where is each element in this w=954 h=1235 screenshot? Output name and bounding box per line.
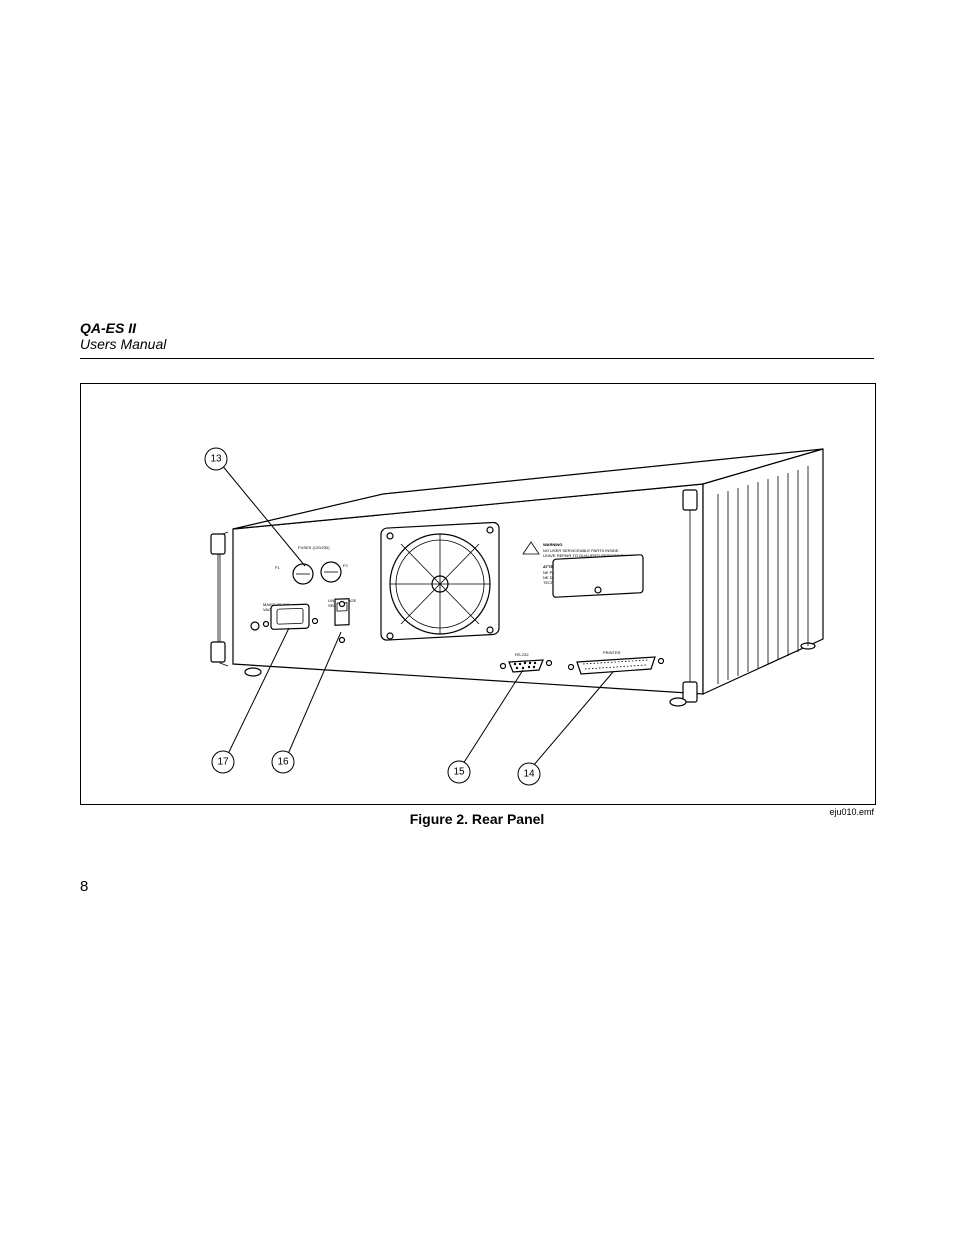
fan-icon [381,522,499,640]
svg-text:F2: F2 [343,563,348,568]
callout-16: 16 [277,757,289,768]
callout-14: 14 [523,769,535,780]
svg-text:RS-232: RS-232 [515,652,529,657]
svg-text:F1: F1 [275,565,280,570]
svg-text:FUSES (120/230): FUSES (120/230) [298,545,330,550]
mains-inlet: MAINS 90-240VAC 50/60 Hz [263,602,318,629]
svg-text:PRINTER: PRINTER [603,650,621,655]
callout-17: 17 [217,757,229,768]
callout-15: 15 [453,767,465,778]
page-number: 8 [80,878,88,895]
figure-caption: Figure 2. Rear Panel [410,811,545,827]
figure-container: FUSES (120/230) F1 F2 MAINS 90-240VAC 50… [80,383,876,805]
image-credit: eju010.emf [829,807,874,817]
document-header: QA-ES II Users Manual [80,320,874,359]
rear-panel-diagram: FUSES (120/230) F1 F2 MAINS 90-240VAC 50… [81,384,875,804]
doc-title: QA-ES II [80,320,874,336]
svg-text:WARNING: WARNING [543,542,562,547]
callout-13: 13 [210,454,222,465]
doc-subtitle: Users Manual [80,336,874,352]
blank-plate [553,555,643,598]
